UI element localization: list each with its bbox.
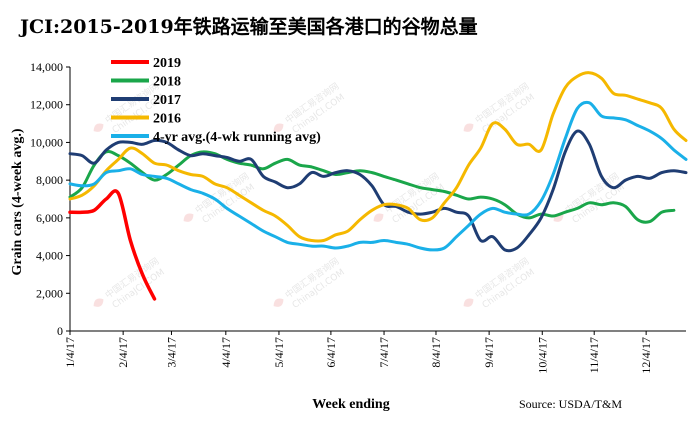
legend-label-2016: 2016	[153, 112, 181, 127]
x-tick-label: 12/4/17	[639, 337, 653, 374]
x-tick-label: 3/4/17	[164, 337, 178, 368]
chart-title: JCI:2015-2019年铁路运输至美国各港口的谷物总量	[18, 15, 478, 38]
y-tick-label: 2,000	[36, 286, 63, 300]
series-line-4-yr-avg-4-wk-running-avg	[68, 100, 688, 252]
y-tick-label: 8,000	[36, 173, 63, 187]
x-tick-label: 1/4/17	[63, 337, 77, 368]
y-tick-label: 6,000	[36, 211, 63, 225]
legend-label-4-yr-avg-4-wk-running-avg: 4-yr avg.(4-wk running avg)	[153, 130, 321, 145]
series-line-2016	[68, 71, 688, 243]
legend-label-2018: 2018	[153, 75, 181, 90]
y-axis: 0 2,000 4,000 6,000 8,000 10,000 12,000 14,000	[30, 60, 70, 338]
x-tick-label: 11/4/17	[587, 337, 601, 373]
legend-label-2017: 2017	[153, 93, 181, 108]
x-tick-label: 6/4/17	[324, 337, 338, 368]
series-line-2017	[68, 129, 688, 253]
legend: 2019 2018 2017 2016 4-yr avg.(4-wk running a…	[111, 56, 321, 145]
watermark-logo-icon	[463, 298, 474, 307]
series-lines	[68, 71, 688, 301]
y-tick-label: 0	[57, 324, 63, 338]
watermark-logo-icon	[273, 123, 284, 132]
x-tick-label: 9/4/17	[482, 337, 496, 368]
x-tick-label: 8/4/17	[429, 337, 443, 368]
watermark-logo-icon	[183, 213, 194, 222]
x-tick-label: 7/4/17	[377, 337, 391, 368]
source-note: Source: USDA/T&M	[519, 397, 622, 411]
y-tick-label: 14,000	[30, 60, 63, 74]
x-axis-label: Week ending	[312, 397, 389, 412]
x-tick-label: 10/4/17	[535, 337, 549, 374]
x-tick-label: 2/4/17	[116, 337, 130, 368]
y-axis-label: Grain cars (4-week avg.)	[10, 128, 25, 275]
legend-label-2019: 2019	[153, 56, 181, 71]
x-tick-label: 4/4/17	[219, 337, 233, 368]
series-line-2019	[68, 189, 157, 301]
watermark-logo-icon	[273, 298, 284, 307]
x-tick-label: 5/4/17	[272, 337, 286, 368]
watermark-logo-icon	[93, 298, 104, 307]
watermark-logo-icon	[463, 123, 474, 132]
y-tick-label: 4,000	[36, 249, 63, 263]
y-tick-label: 10,000	[30, 135, 63, 149]
watermark-logo-icon	[93, 123, 104, 132]
y-tick-label: 12,000	[30, 98, 63, 112]
x-axis: 1/4/17 2/4/17 3/4/17 4/4/17 5/4/17 6/4/17 7/4/…	[63, 331, 653, 374]
watermark-logo-icon	[373, 213, 384, 222]
series-line-2018	[68, 150, 676, 224]
